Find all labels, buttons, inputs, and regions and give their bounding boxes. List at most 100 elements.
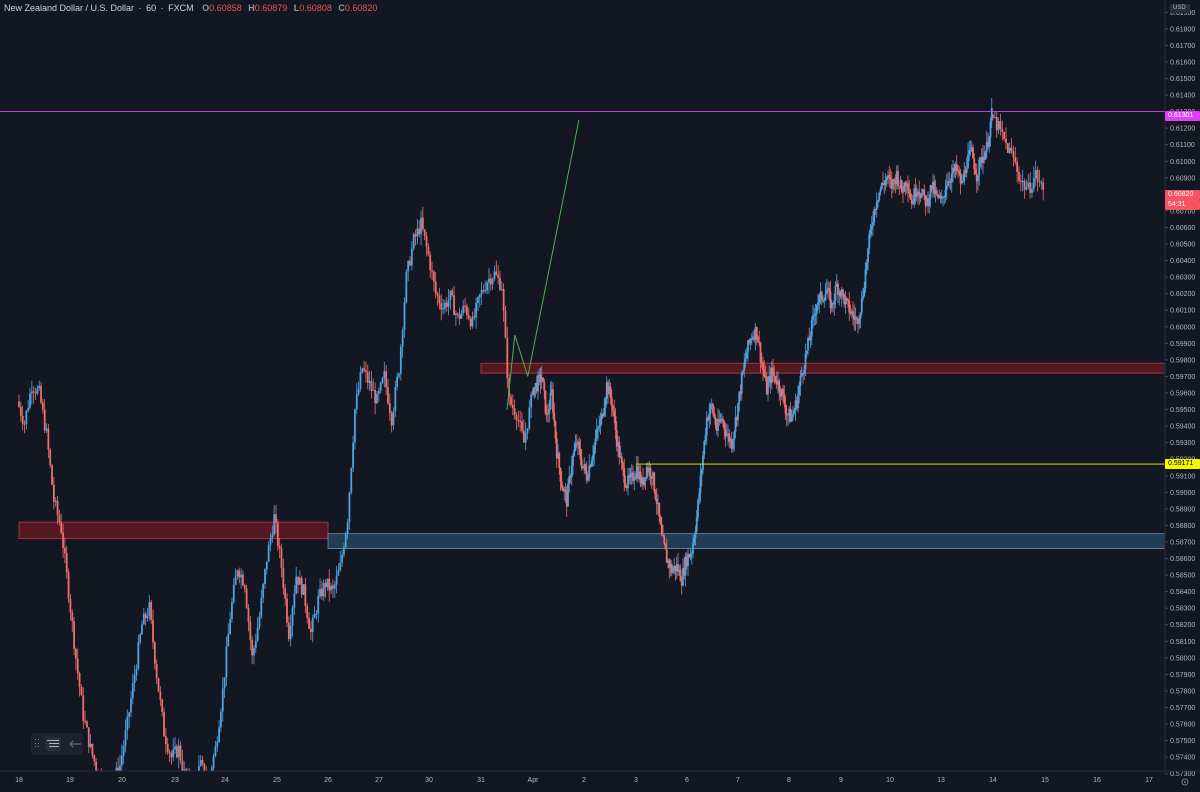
candle-body [938, 195, 941, 198]
candle [818, 293, 821, 314]
candle-body [447, 299, 450, 307]
candle [1034, 160, 1037, 187]
candle-body [390, 412, 393, 426]
candle-body [937, 194, 939, 198]
price-tick-label: 0.60900 [1170, 175, 1195, 182]
candle [824, 282, 827, 302]
candle-body [599, 418, 602, 427]
candle [807, 335, 809, 356]
candle [381, 376, 384, 385]
lines-layer [0, 110, 1165, 465]
candle [440, 294, 443, 321]
candle-body [304, 584, 307, 607]
candle-body [539, 374, 542, 383]
interval-label[interactable]: 60 [146, 3, 157, 13]
object-tree-icon[interactable] [45, 737, 61, 751]
time-tick-label: 3 [634, 777, 638, 784]
candle [405, 269, 408, 304]
candle [313, 605, 316, 619]
object-tree-toolbar[interactable] [31, 733, 83, 755]
candle [899, 175, 902, 190]
candle [583, 457, 586, 475]
time-axis[interactable]: 18 19 20 23 24 25 26 27 30 31 Apr 2 3 6 7 8 9 10 13 14 15 16 1… [0, 770, 1200, 786]
candle [390, 410, 393, 433]
candle [978, 156, 981, 186]
candle [795, 396, 798, 411]
candle [639, 465, 642, 488]
candle-body [787, 414, 789, 416]
candle-body [593, 444, 596, 456]
candle [803, 365, 806, 380]
candle [700, 467, 703, 487]
candle-body [273, 514, 276, 535]
candle-body [449, 290, 452, 300]
candle-body [148, 602, 151, 617]
candle [588, 454, 591, 482]
candle-body [659, 516, 662, 525]
candle [567, 478, 569, 507]
candle [755, 326, 758, 346]
candle [398, 372, 400, 379]
candle-body [665, 549, 668, 563]
candle [958, 166, 961, 176]
candle [704, 427, 707, 446]
price-tick-label: 0.61500 [1170, 76, 1195, 83]
candle-body [456, 313, 459, 315]
candle [1029, 172, 1032, 199]
candle [695, 509, 698, 534]
candle-body [843, 294, 846, 305]
candle-body [673, 565, 676, 570]
collapse-arrow-icon[interactable] [67, 737, 83, 751]
candle [752, 331, 754, 342]
candle [948, 172, 951, 189]
candle [875, 192, 878, 218]
candle [658, 502, 661, 523]
candle-body [864, 269, 867, 289]
candle [38, 380, 41, 392]
candle [912, 195, 914, 205]
candle-body [744, 358, 747, 363]
candle-body [924, 195, 927, 206]
currency-badge[interactable]: USD [1170, 4, 1190, 13]
candle [604, 396, 607, 417]
candle [590, 456, 593, 468]
candle [753, 329, 756, 343]
candle [578, 436, 581, 455]
candle-body [480, 290, 483, 295]
candle [560, 470, 563, 490]
candle-body [760, 361, 763, 364]
candle-body [635, 465, 638, 477]
candle [489, 273, 492, 291]
candle-body [919, 195, 922, 198]
candle [907, 175, 909, 203]
candle-body [947, 181, 949, 186]
candle [298, 570, 301, 585]
candle-body [698, 493, 701, 501]
candle [854, 307, 857, 332]
gear-icon[interactable] [1180, 774, 1190, 786]
symbol-name[interactable]: New Zealand Dollar / U.S. Dollar [4, 3, 135, 13]
candle [848, 292, 851, 322]
candle [598, 415, 601, 432]
price-axis[interactable]: 0.61900 0.61800 0.61700 0.61600 0.61500 0.614… [1164, 0, 1200, 786]
candle-body [350, 468, 353, 493]
candle-body [286, 598, 288, 623]
candle-body [131, 683, 134, 699]
candle [570, 455, 573, 486]
candle-body [782, 388, 784, 395]
candle [762, 356, 764, 382]
candle [506, 327, 509, 389]
candle [987, 132, 989, 150]
candle-body [830, 303, 833, 309]
candle-body [753, 336, 756, 340]
candle [862, 287, 864, 302]
candle [915, 184, 918, 202]
drag-grip-icon[interactable] [35, 739, 39, 749]
candle [333, 581, 336, 598]
candle [517, 410, 520, 428]
candle-body [689, 554, 692, 558]
candle [933, 175, 936, 199]
candle [229, 612, 232, 635]
